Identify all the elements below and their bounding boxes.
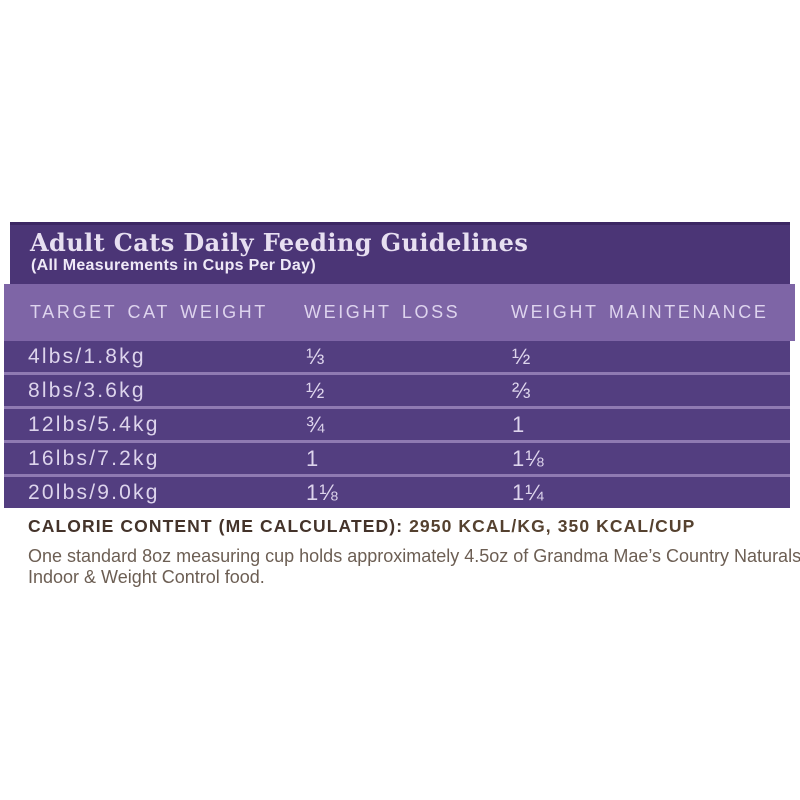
calorie-content-label: CALORIE CONTENT (ME CALCULATED):	[28, 516, 404, 536]
weight-loss-cell: 1⅛	[306, 479, 339, 505]
weight-maintenance-cell: 1	[512, 411, 526, 437]
feeding-table-body: 4lbs/1.8kg ⅓ ½ 8lbs/3.6kg ½ ⅔ 12lbs/5.4k…	[4, 341, 790, 508]
calorie-content-line: CALORIE CONTENT (ME CALCULATED): 2950 KC…	[28, 516, 695, 537]
column-header-weight-loss: WEIGHT LOSS	[304, 302, 461, 322]
note-line-1: One standard 8oz measuring cup holds app…	[28, 546, 800, 566]
cat-weight-cell: 20lbs/9.0kg	[28, 480, 160, 504]
weight-loss-cell: ⅓	[306, 343, 326, 369]
table-row: 16lbs/7.2kg 1 1⅛	[4, 440, 790, 474]
weight-loss-cell: ¾	[306, 411, 326, 437]
cat-weight-cell: 16lbs/7.2kg	[28, 446, 160, 470]
table-row: 20lbs/9.0kg 1⅛ 1¼	[4, 474, 790, 508]
weight-maintenance-cell: ½	[512, 343, 532, 369]
page-title: Adult Cats Daily Feeding Guidelines	[30, 228, 529, 257]
table-row: 12lbs/5.4kg ¾ 1	[4, 406, 790, 440]
table-row: 8lbs/3.6kg ½ ⅔	[4, 372, 790, 406]
cat-weight-cell: 8lbs/3.6kg	[28, 378, 146, 402]
weight-loss-cell: 1	[306, 445, 320, 471]
table-header-row: TARGET CAT WEIGHT WEIGHT LOSS WEIGHT MAI…	[4, 284, 795, 341]
calorie-content-value: 2950 KCAL/KG, 350 KCAL/CUP	[409, 516, 696, 536]
cat-weight-cell: 12lbs/5.4kg	[28, 412, 160, 436]
column-header-weight-maintenance: WEIGHT MAINTENANCE	[511, 302, 769, 322]
title-panel: Adult Cats Daily Feeding Guidelines (All…	[10, 222, 790, 284]
table-row: 4lbs/1.8kg ⅓ ½	[4, 341, 790, 372]
weight-loss-cell: ½	[306, 377, 326, 403]
weight-maintenance-cell: ⅔	[512, 377, 532, 403]
note-line-2: Indoor & Weight Control food.	[28, 567, 265, 587]
weight-maintenance-cell: 1⅛	[512, 445, 545, 471]
weight-maintenance-cell: 1¼	[512, 479, 545, 505]
page-subtitle: (All Measurements in Cups Per Day)	[31, 257, 316, 274]
measuring-cup-note: One standard 8oz measuring cup holds app…	[28, 546, 800, 588]
cat-weight-cell: 4lbs/1.8kg	[28, 344, 146, 368]
column-header-target-cat-weight: TARGET CAT WEIGHT	[30, 302, 268, 322]
